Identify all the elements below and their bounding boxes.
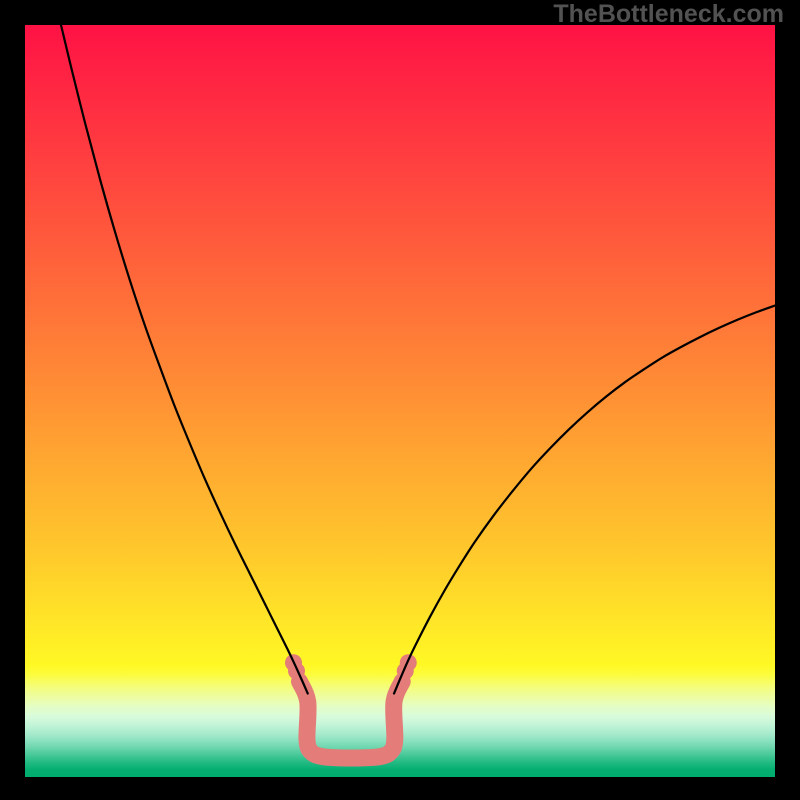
chart-root: TheBottleneck.com bbox=[0, 0, 800, 800]
plot-area bbox=[25, 25, 775, 777]
watermark-label: TheBottleneck.com bbox=[553, 0, 784, 29]
plot-svg bbox=[25, 25, 775, 777]
